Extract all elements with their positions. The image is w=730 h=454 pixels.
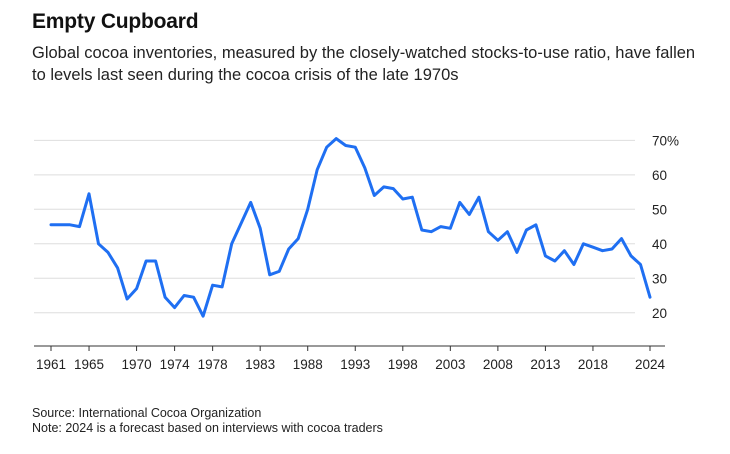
x-tick-label-1961: 1961 — [36, 357, 66, 372]
x-axis-labels: 1961 1965 1970 1974 1978 1983 1988 1993 1998 2003… — [36, 357, 666, 372]
y-tick-label-20: 20 — [652, 306, 667, 321]
series-line-0 — [49, 137, 652, 318]
x-tick-label-2008: 2008 — [483, 357, 513, 372]
x-tick-label-1978: 1978 — [198, 357, 228, 372]
y-tick-label-50: 50 — [652, 202, 667, 217]
x-tick-label-2018: 2018 — [578, 357, 608, 372]
chart-subtitle: Global cocoa inventories, measured by th… — [32, 44, 696, 84]
x-tick-label-1983: 1983 — [245, 357, 275, 372]
y-tick-label-60: 60 — [652, 168, 667, 183]
x-tick-label-1998: 1998 — [388, 357, 418, 372]
chart-footer: Source: International Cocoa Organization… — [32, 406, 383, 436]
chart-title: Empty Cupboard — [32, 10, 199, 33]
x-tick-label-1970: 1970 — [122, 357, 152, 372]
y-tick-label-70: 70% — [652, 133, 679, 148]
x-tick-label-1988: 1988 — [293, 357, 323, 372]
forecast-note: Note: 2024 is a forecast based on interv… — [32, 421, 383, 435]
x-tick-label-2024: 2024 — [635, 357, 666, 372]
y-axis-labels: 20 30 40 50 60 70% — [652, 133, 679, 320]
x-tick-label-1993: 1993 — [340, 357, 370, 372]
series-layer — [49, 137, 652, 318]
source-note: Source: International Cocoa Organization — [32, 406, 262, 420]
x-tick-label-2003: 2003 — [435, 357, 465, 372]
x-tick-label-1974: 1974 — [160, 357, 191, 372]
x-tick-label-1965: 1965 — [74, 357, 104, 372]
y-tick-label-30: 30 — [652, 271, 667, 286]
x-axis — [34, 345, 665, 351]
x-tick-label-2013: 2013 — [530, 357, 560, 372]
y-tick-label-40: 40 — [652, 237, 667, 252]
